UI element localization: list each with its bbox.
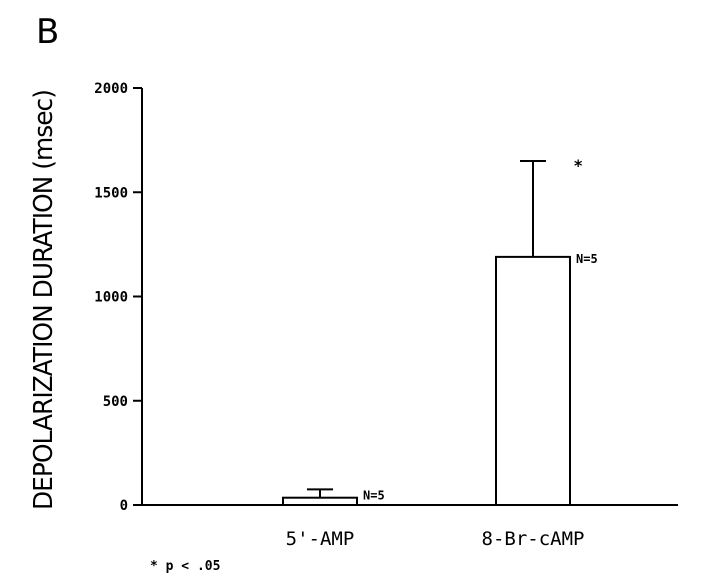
y-axis-ticks: 0 500 1000 1500 2000	[94, 81, 142, 514]
annotations-group: 5'-AMP N=5 8-Br-cAMP N=5 *	[286, 156, 598, 550]
y-tick-label: 1000	[94, 290, 128, 306]
bar	[495, 255, 571, 507]
y-tick-label: 2000	[94, 81, 128, 97]
x-category-label: 5'-AMP	[286, 528, 355, 550]
y-tick-label: 1500	[94, 185, 128, 201]
panel-label: B	[36, 12, 59, 52]
y-axis-label: DEPOLARIZATION DURATION (msec)	[29, 90, 59, 510]
x-category-label: 8-Br-cAMP	[482, 528, 585, 550]
significance-marker: *	[574, 156, 583, 175]
y-tick-label: 0	[120, 498, 128, 514]
y-tick-label: 500	[103, 394, 128, 410]
sample-size-label: N=5	[363, 488, 385, 502]
bars-group	[282, 159, 571, 507]
sample-size-label: N=5	[576, 252, 598, 266]
bar	[282, 496, 358, 507]
footnote: * p < .05	[150, 559, 220, 574]
